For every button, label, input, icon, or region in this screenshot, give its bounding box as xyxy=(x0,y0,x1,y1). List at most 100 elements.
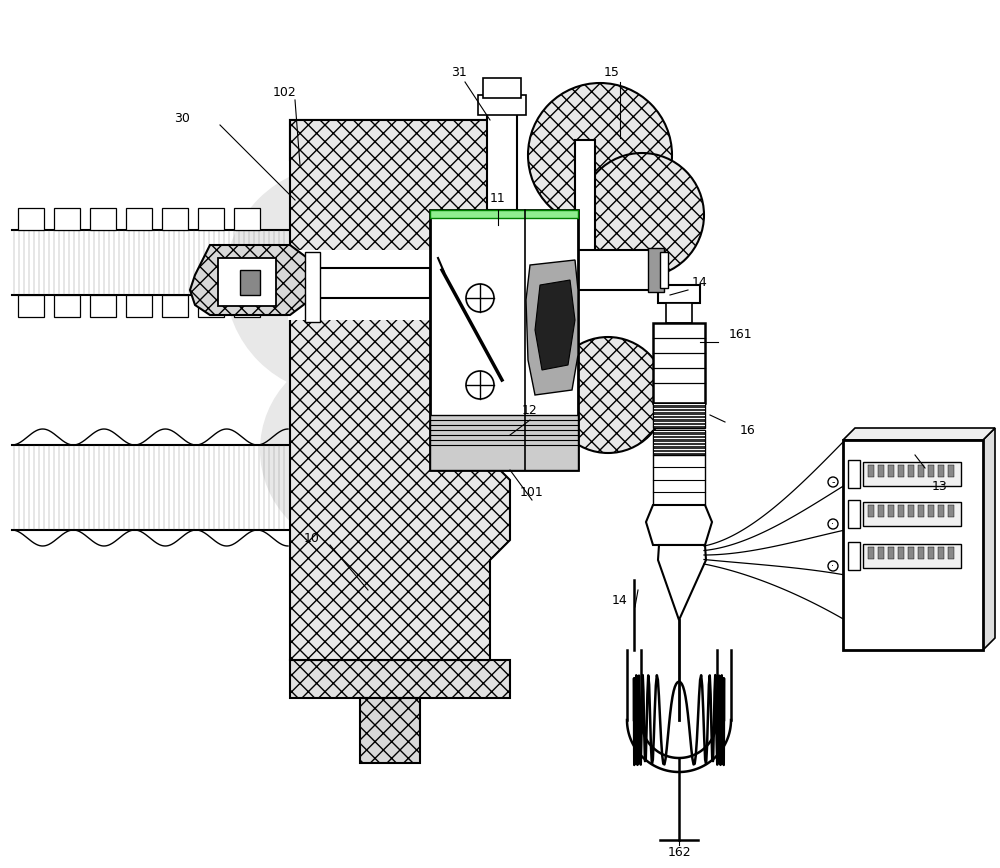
Bar xyxy=(908,505,914,517)
Circle shape xyxy=(828,561,838,571)
Bar xyxy=(648,248,664,292)
Bar xyxy=(863,544,961,568)
Bar xyxy=(918,465,924,477)
Bar xyxy=(908,547,914,559)
Text: 161: 161 xyxy=(728,328,752,341)
Text: 102: 102 xyxy=(273,86,297,98)
Bar xyxy=(330,135,415,675)
Circle shape xyxy=(466,284,494,312)
Bar xyxy=(848,500,860,528)
Bar xyxy=(487,100,517,210)
Polygon shape xyxy=(646,505,712,545)
Bar xyxy=(878,547,884,559)
Bar xyxy=(878,505,884,517)
Polygon shape xyxy=(190,245,310,315)
Polygon shape xyxy=(18,295,44,317)
Bar xyxy=(898,547,904,559)
Bar xyxy=(863,462,961,486)
Bar xyxy=(863,502,961,526)
Bar xyxy=(938,547,944,559)
Polygon shape xyxy=(234,208,260,230)
Text: 162: 162 xyxy=(667,845,691,858)
Polygon shape xyxy=(843,428,995,440)
Polygon shape xyxy=(290,120,510,660)
Polygon shape xyxy=(234,295,260,317)
Text: 14: 14 xyxy=(692,275,708,288)
Bar xyxy=(928,547,934,559)
Polygon shape xyxy=(526,260,578,395)
Polygon shape xyxy=(198,208,224,230)
Polygon shape xyxy=(162,208,188,230)
Bar xyxy=(658,285,700,303)
Bar xyxy=(310,268,430,298)
Circle shape xyxy=(225,165,455,395)
Bar xyxy=(888,505,894,517)
Bar xyxy=(288,250,438,320)
Text: 15: 15 xyxy=(604,65,620,78)
Bar xyxy=(240,270,260,295)
Bar xyxy=(653,455,705,505)
Bar xyxy=(898,465,904,477)
Text: ·: · xyxy=(832,519,834,529)
Bar xyxy=(483,78,521,98)
Bar xyxy=(305,252,320,322)
Circle shape xyxy=(466,371,494,399)
Bar xyxy=(653,403,705,428)
Polygon shape xyxy=(658,545,706,620)
Bar xyxy=(653,430,705,455)
Bar xyxy=(918,547,924,559)
Bar xyxy=(660,252,668,288)
Bar xyxy=(290,660,510,698)
Text: 12: 12 xyxy=(522,404,538,417)
Bar xyxy=(948,547,954,559)
Circle shape xyxy=(260,350,460,550)
Circle shape xyxy=(828,519,838,529)
Bar xyxy=(928,465,934,477)
Bar xyxy=(868,465,874,477)
Bar xyxy=(848,542,860,570)
Polygon shape xyxy=(126,295,152,317)
Bar xyxy=(888,547,894,559)
Polygon shape xyxy=(162,295,188,317)
Bar xyxy=(938,465,944,477)
Polygon shape xyxy=(983,428,995,650)
Bar xyxy=(938,505,944,517)
Bar xyxy=(430,210,578,470)
Text: 101: 101 xyxy=(520,485,544,498)
Text: ·: · xyxy=(832,561,834,571)
Bar xyxy=(360,698,420,763)
Bar xyxy=(868,547,874,559)
Circle shape xyxy=(828,477,838,487)
Polygon shape xyxy=(90,295,116,317)
Bar xyxy=(928,505,934,517)
Text: 31: 31 xyxy=(451,67,467,80)
Text: 16: 16 xyxy=(740,424,756,437)
Polygon shape xyxy=(198,295,224,317)
Bar xyxy=(908,465,914,477)
Polygon shape xyxy=(535,280,575,370)
Bar xyxy=(218,258,276,306)
Bar xyxy=(848,460,860,488)
Text: 30: 30 xyxy=(174,111,190,124)
Polygon shape xyxy=(54,295,80,317)
Bar xyxy=(888,465,894,477)
Bar xyxy=(666,303,692,323)
Polygon shape xyxy=(90,208,116,230)
Bar xyxy=(918,505,924,517)
Bar xyxy=(843,440,983,650)
Bar xyxy=(430,210,578,218)
Bar xyxy=(290,120,510,160)
Text: 10: 10 xyxy=(304,531,320,544)
Bar xyxy=(430,415,578,470)
Bar xyxy=(868,505,874,517)
Bar xyxy=(575,140,595,255)
Circle shape xyxy=(550,337,666,453)
Bar xyxy=(898,505,904,517)
Bar xyxy=(578,250,653,290)
Polygon shape xyxy=(54,208,80,230)
Text: 13: 13 xyxy=(932,481,948,494)
Bar xyxy=(478,95,526,115)
Text: 14: 14 xyxy=(612,594,628,607)
Bar xyxy=(948,505,954,517)
Bar xyxy=(878,465,884,477)
